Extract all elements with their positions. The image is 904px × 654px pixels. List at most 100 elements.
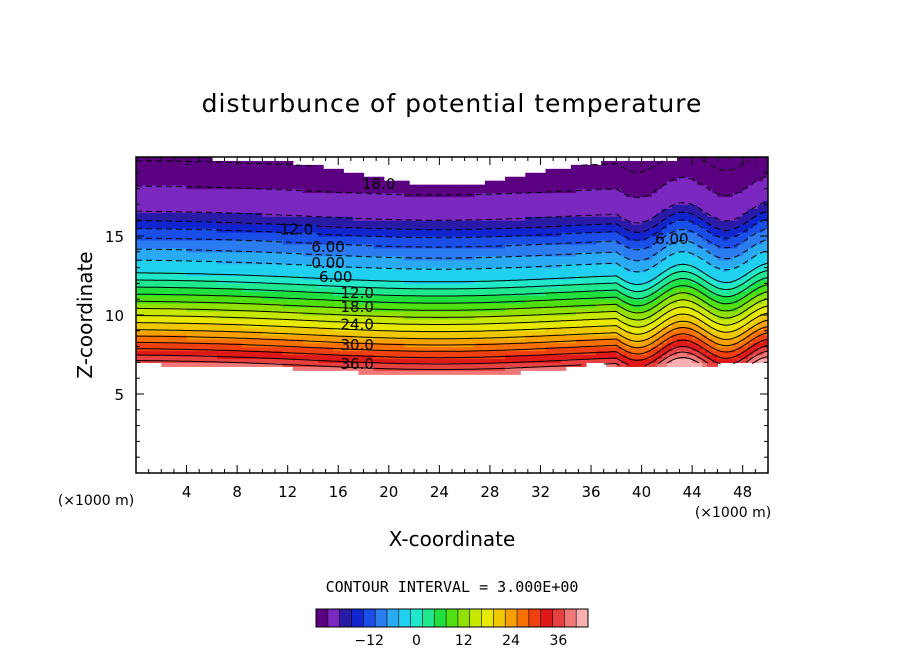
field-cell xyxy=(136,224,142,229)
field-cell xyxy=(409,188,415,194)
field-cell xyxy=(500,358,506,363)
field-cell xyxy=(611,176,617,182)
field-cell xyxy=(151,168,157,174)
field-cell xyxy=(287,295,294,300)
field-cell xyxy=(227,362,233,367)
field-cell xyxy=(166,243,172,249)
field-cell xyxy=(201,208,208,213)
field-cell xyxy=(277,299,284,304)
field-cell xyxy=(616,220,622,225)
field-cell xyxy=(257,168,263,174)
field-cell xyxy=(353,311,360,316)
field-cell xyxy=(469,188,476,194)
field-cell xyxy=(343,334,349,340)
field-cell xyxy=(171,196,178,202)
field-cell xyxy=(338,279,344,284)
field-cell xyxy=(307,315,314,320)
field-cell xyxy=(181,232,188,237)
field-cell xyxy=(489,295,496,300)
field-cell xyxy=(591,279,597,284)
field-cell xyxy=(631,295,638,300)
field-cell xyxy=(626,192,633,198)
field-cell xyxy=(196,243,203,249)
field-cell xyxy=(353,303,360,308)
field-cell xyxy=(439,326,446,332)
field-cell xyxy=(136,338,142,344)
field-cell xyxy=(479,346,486,352)
field-cell xyxy=(373,370,380,375)
field-cell xyxy=(176,330,183,336)
field-cell xyxy=(424,330,430,336)
field-cell xyxy=(242,291,248,296)
field-cell xyxy=(591,224,597,229)
field-cell xyxy=(596,318,602,324)
field-cell xyxy=(353,330,360,336)
field-cell xyxy=(353,354,360,360)
field-cell xyxy=(237,192,243,198)
field-cell xyxy=(348,350,355,356)
field-cell xyxy=(525,204,531,209)
field-cell xyxy=(398,212,405,217)
field-cell xyxy=(206,287,213,292)
field-cell xyxy=(302,224,309,229)
field-cell xyxy=(252,338,258,344)
field-cell xyxy=(439,263,446,269)
field-cell xyxy=(500,180,506,186)
field-cell xyxy=(232,362,238,367)
field-cell xyxy=(570,263,577,269)
field-cell xyxy=(166,232,172,237)
field-cell xyxy=(575,224,582,229)
field-cell xyxy=(196,188,203,194)
field-cell xyxy=(338,196,344,202)
field-cell xyxy=(606,243,612,249)
field-cell xyxy=(211,330,218,336)
field-cell xyxy=(601,342,607,348)
field-cell xyxy=(611,188,617,194)
field-cell xyxy=(449,346,456,352)
field-cell xyxy=(505,180,511,186)
field-cell xyxy=(161,204,167,209)
field-cell xyxy=(221,160,228,166)
field-cell xyxy=(141,330,147,336)
field-cell xyxy=(388,247,395,253)
field-cell xyxy=(277,251,284,257)
field-cell xyxy=(368,279,375,284)
field-cell xyxy=(464,358,471,363)
field-cell xyxy=(242,334,248,340)
field-cell xyxy=(227,204,233,209)
field-cell xyxy=(216,271,223,277)
field-cell xyxy=(479,338,486,344)
field-cell xyxy=(580,232,587,237)
field-cell xyxy=(500,192,506,198)
field-cell xyxy=(363,322,370,328)
field-cell xyxy=(378,275,385,281)
field-cell xyxy=(201,168,208,174)
field-cell xyxy=(363,188,370,194)
field-cell xyxy=(206,318,213,324)
field-cell xyxy=(560,251,567,257)
field-cell xyxy=(348,192,355,198)
field-cell xyxy=(398,326,405,332)
field-cell xyxy=(444,247,451,253)
field-cell xyxy=(267,243,274,249)
field-cell xyxy=(201,236,208,241)
field-cell xyxy=(156,255,162,261)
field-cell xyxy=(540,259,547,265)
field-cell xyxy=(312,176,319,182)
field-cell xyxy=(591,263,597,269)
field-cell xyxy=(479,330,486,336)
field-cell xyxy=(409,283,415,288)
field-cell xyxy=(272,303,279,308)
field-cell xyxy=(474,311,481,316)
field-cell xyxy=(237,358,243,363)
field-cell xyxy=(156,247,162,253)
field-cell xyxy=(373,279,380,284)
field-cell xyxy=(414,184,420,190)
field-cell xyxy=(181,279,188,284)
field-cell xyxy=(414,259,420,265)
field-cell xyxy=(419,184,425,190)
field-cell xyxy=(585,251,592,257)
field-cell xyxy=(540,362,547,367)
field-cell xyxy=(414,366,420,371)
field-cell xyxy=(136,326,142,332)
